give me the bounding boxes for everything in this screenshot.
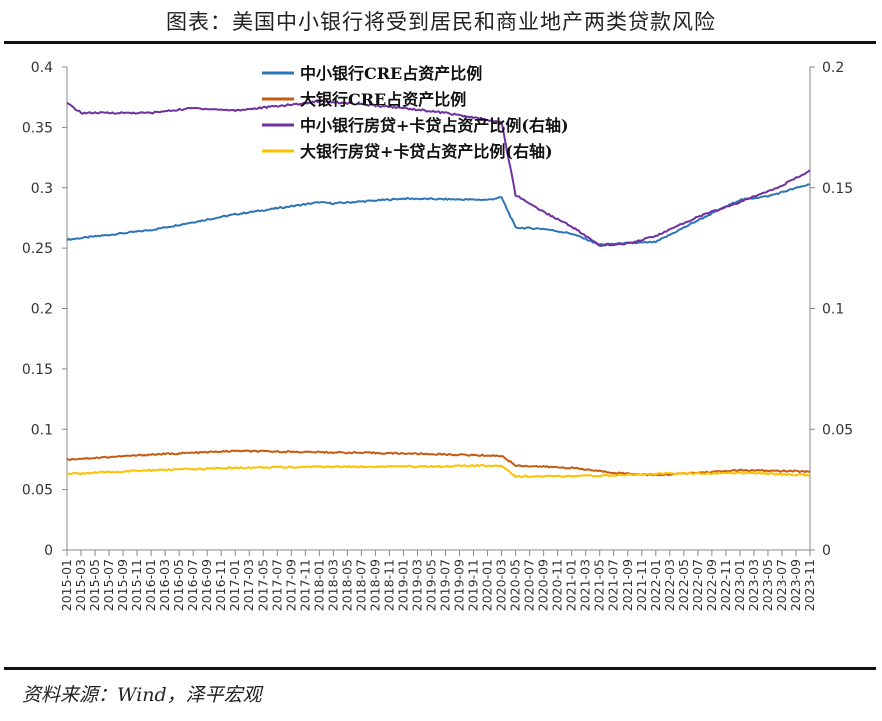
legend-label: 大银行CRE占资产比例 (300, 90, 466, 109)
y-left-tick-label: 0 (44, 543, 53, 559)
bottom-rule (4, 667, 876, 670)
x-tick-label: 2017-05 (255, 559, 270, 611)
x-tick-label: 2021-05 (592, 559, 607, 611)
x-tick-label: 2015-07 (101, 559, 116, 611)
x-tick-label: 2017-07 (269, 559, 284, 611)
series-line-2 (66, 449, 811, 477)
x-tick-label: 2019-07 (438, 559, 453, 611)
x-tick-label: 2018-03 (325, 559, 340, 611)
x-tick-label: 2021-11 (634, 559, 649, 611)
x-tick-label: 2016-01 (143, 559, 158, 611)
series-line-1 (66, 183, 811, 246)
x-tick-label: 2020-07 (522, 559, 537, 611)
x-tick-label: 2015-03 (73, 559, 88, 611)
x-tick-label: 2016-09 (199, 559, 214, 611)
x-tick-label: 2019-03 (409, 559, 424, 611)
x-tick-label: 2023-07 (774, 559, 789, 611)
x-tick-label: 2023-05 (760, 559, 775, 611)
x-tick-label: 2020-09 (536, 559, 551, 611)
x-tick-label: 2022-09 (704, 559, 719, 611)
x-tick-label: 2018-07 (353, 559, 368, 611)
x-tick-label: 2020-05 (508, 559, 523, 611)
source-note: 资料来源：Wind，泽平宏观 (22, 684, 262, 706)
x-tick-label: 2022-07 (690, 559, 705, 611)
x-tick-label: 2017-03 (241, 559, 256, 611)
y-right-tick-label: 0.1 (822, 302, 844, 318)
y-left-tick-label: 0.35 (22, 120, 53, 136)
y-right-tick-label: 0.2 (822, 60, 844, 76)
x-tick-label: 2022-01 (648, 559, 663, 611)
x-tick-label: 2022-05 (676, 559, 691, 611)
y-left-tick-label: 0.3 (31, 181, 53, 197)
x-tick-label: 2016-05 (171, 559, 186, 611)
legend-label: 中小银行CRE占资产比例 (300, 64, 482, 83)
x-tick-label: 2017-11 (297, 559, 312, 611)
x-tick-label: 2021-03 (578, 559, 593, 611)
x-tick-label: 2023-11 (802, 559, 817, 611)
y-left-tick-label: 0.2 (31, 302, 53, 318)
x-tick-label: 2016-03 (157, 559, 172, 611)
series-line-4 (66, 463, 811, 479)
x-tick-label: 2015-01 (59, 559, 74, 611)
x-tick-label: 2023-03 (746, 559, 761, 611)
top-rule (4, 41, 876, 44)
x-tick-label: 2018-05 (339, 559, 354, 611)
y-left-tick-label: 0.4 (31, 60, 53, 76)
x-tick-label: 2017-09 (283, 559, 298, 611)
x-tick-label: 2021-01 (564, 559, 579, 611)
y-left-tick-label: 0.25 (22, 241, 53, 257)
x-tick-label: 2018-11 (381, 559, 396, 611)
x-tick-label: 2018-01 (311, 559, 326, 611)
x-tick-label: 2020-01 (480, 559, 495, 611)
y-right-tick-label: 0.15 (822, 181, 853, 197)
x-tick-label: 2015-05 (87, 559, 102, 611)
legend-label: 中小银行房贷+卡贷占资产比例(右轴) (300, 116, 569, 135)
figure-title: 图表：美国中小银行将受到居民和商业地产两类贷款风险 (166, 10, 716, 34)
x-tick-label: 2019-05 (423, 559, 438, 611)
x-tick-label: 2016-07 (185, 559, 200, 611)
legend-label: 大银行房贷+卡贷占资产比例(右轴) (300, 142, 553, 161)
series-line-3 (66, 99, 811, 248)
y-left-tick-label: 0.15 (22, 362, 53, 378)
y-right-tick-label: 0 (822, 543, 831, 559)
x-tick-label: 2019-09 (452, 559, 467, 611)
x-tick-label: 2017-01 (227, 559, 242, 611)
x-tick-label: 2023-09 (788, 559, 803, 611)
x-tick-label: 2021-07 (606, 559, 621, 611)
y-left-tick-label: 0.05 (22, 483, 53, 499)
x-tick-label: 2019-11 (466, 559, 481, 611)
x-tick-label: 2015-11 (129, 559, 144, 611)
x-tick-label: 2018-09 (367, 559, 382, 611)
x-tick-label: 2020-03 (494, 559, 509, 611)
y-right-tick-label: 0.05 (822, 422, 853, 438)
x-tick-label: 2020-11 (550, 559, 565, 611)
x-tick-label: 2019-01 (395, 559, 410, 611)
x-tick-label: 2023-01 (732, 559, 747, 611)
y-left-tick-label: 0.1 (31, 422, 53, 438)
x-tick-label: 2015-09 (115, 559, 130, 611)
x-tick-label: 2022-11 (718, 559, 733, 611)
x-tick-label: 2021-09 (620, 559, 635, 611)
x-tick-label: 2022-03 (662, 559, 677, 611)
x-tick-label: 2016-11 (213, 559, 228, 611)
